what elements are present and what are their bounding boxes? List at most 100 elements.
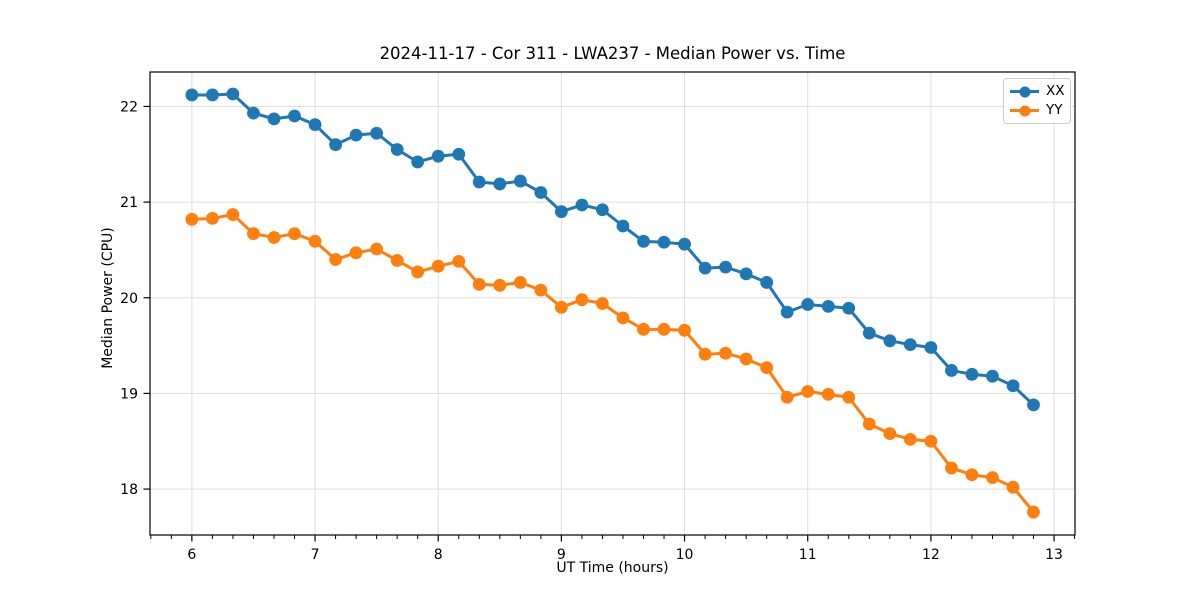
data-point-yy	[719, 346, 732, 360]
data-point-yy	[513, 276, 527, 289]
data-point-xx	[534, 186, 548, 199]
data-point-yy	[370, 242, 384, 256]
data-point-xx	[698, 261, 712, 275]
data-point-xx	[226, 87, 240, 101]
y-tick-label: 19	[120, 386, 138, 402]
legend-dot-icon	[1019, 86, 1030, 97]
data-point-xx	[842, 301, 856, 315]
legend-line-marker-icon	[1010, 105, 1039, 116]
data-point-xx	[349, 128, 363, 142]
data-point-xx	[513, 174, 527, 188]
data-point-xx	[637, 234, 650, 248]
plot-border	[149, 71, 1076, 536]
data-point-yy	[739, 352, 753, 366]
data-point-xx	[288, 109, 301, 123]
data-point-yy	[945, 461, 958, 475]
data-point-xx	[1027, 398, 1040, 412]
data-point-yy	[247, 227, 260, 241]
series-line-yy	[190, 213, 1035, 514]
x-tick-label: 12	[922, 547, 940, 563]
data-point-xx	[1006, 379, 1020, 393]
data-point-yy	[821, 387, 835, 401]
data-point-xx	[329, 138, 343, 152]
data-point-yy	[452, 255, 466, 268]
data-point-yy	[534, 283, 548, 297]
data-point-yy	[862, 417, 876, 431]
y-tick-label: 22	[120, 99, 138, 115]
y-tick-label: 20	[120, 291, 138, 307]
data-point-xx	[903, 338, 917, 352]
data-point-xx	[760, 276, 774, 289]
data-point-yy	[575, 293, 589, 307]
data-point-xx	[616, 219, 630, 233]
x-tick-label: 7	[311, 547, 320, 563]
data-point-yy	[842, 390, 856, 404]
data-point-yy	[801, 385, 815, 398]
data-point-xx	[596, 203, 609, 217]
data-point-yy	[329, 253, 343, 266]
data-point-yy	[616, 311, 630, 325]
data-point-xx	[780, 305, 794, 319]
data-point-yy	[903, 432, 917, 446]
data-point-xx	[945, 364, 958, 377]
x-tick-label: 8	[434, 547, 443, 563]
data-point-xx	[657, 235, 671, 249]
data-point-yy	[986, 471, 999, 484]
data-point-xx	[862, 326, 876, 340]
x-tick-label: 11	[799, 547, 817, 563]
data-point-xx	[247, 106, 260, 120]
data-point-yy	[431, 259, 445, 273]
legend-item-yy: YY	[1010, 101, 1064, 120]
data-point-xx	[883, 334, 897, 348]
y-tick-label: 18	[120, 482, 138, 498]
data-point-yy	[1027, 505, 1040, 519]
data-point-xx	[390, 143, 404, 156]
y-tick-label: 21	[120, 195, 138, 211]
x-tick-label: 6	[187, 547, 196, 563]
data-point-xx	[554, 205, 568, 219]
data-point-yy	[288, 227, 301, 241]
data-point-yy	[390, 254, 404, 267]
data-point-xx	[472, 175, 486, 189]
x-tick-label: 13	[1045, 547, 1063, 563]
data-point-yy	[493, 278, 507, 292]
series-line-xx	[190, 92, 1035, 407]
data-point-yy	[883, 427, 897, 440]
data-point-xx	[739, 267, 753, 281]
data-point-xx	[431, 149, 445, 163]
data-point-yy	[554, 300, 568, 314]
data-point-yy	[657, 322, 671, 336]
data-point-xx	[965, 367, 979, 381]
data-point-yy	[637, 322, 650, 336]
data-point-yy	[267, 231, 281, 244]
data-point-xx	[370, 126, 384, 140]
legend-line-marker-icon	[1010, 86, 1039, 97]
data-point-xx	[493, 177, 507, 191]
legend-label-yy: YY	[1046, 102, 1063, 119]
data-point-xx	[185, 88, 199, 102]
data-point-yy	[185, 212, 199, 226]
data-point-xx	[719, 260, 732, 274]
data-point-yy	[780, 390, 794, 404]
data-point-yy	[698, 347, 712, 361]
data-point-yy	[924, 434, 938, 448]
data-point-xx	[411, 155, 425, 169]
data-point-xx	[575, 198, 589, 212]
data-point-xx	[267, 112, 281, 126]
x-tick-label: 10	[676, 547, 694, 563]
data-point-yy	[472, 277, 486, 291]
legend: XX YY	[1003, 78, 1071, 124]
x-axis-label: UT Time (hours)	[556, 560, 669, 576]
data-point-yy	[411, 265, 425, 279]
data-point-yy	[760, 361, 774, 374]
legend-label-xx: XX	[1046, 83, 1065, 100]
data-point-yy	[1006, 480, 1020, 494]
data-point-xx	[801, 298, 815, 311]
data-point-yy	[349, 246, 363, 260]
data-point-yy	[206, 211, 219, 225]
data-point-xx	[678, 237, 691, 251]
x-tick-label: 9	[557, 547, 566, 563]
data-point-xx	[452, 147, 466, 161]
